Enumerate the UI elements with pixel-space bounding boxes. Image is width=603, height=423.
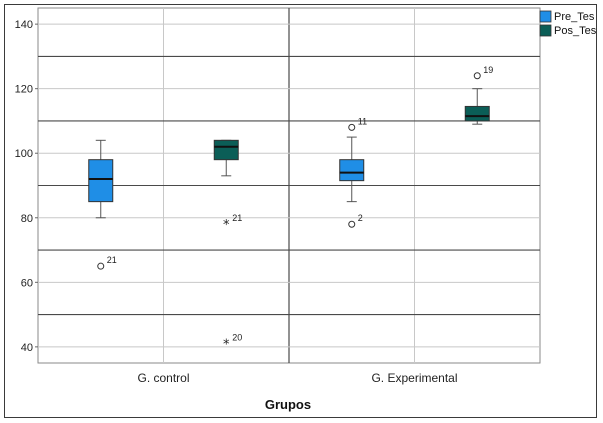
outlier-circle <box>473 72 481 80</box>
box-Pre_Tes-g-experimental: 11 2 <box>339 116 367 228</box>
box-Pos_Tes-g-experimental: 19 <box>464 65 493 125</box>
outlier-label: 21 <box>232 213 242 223</box>
x-axis-title: Grupos <box>265 397 311 412</box>
outlier-label: 11 <box>358 116 367 126</box>
outlier-star: * <box>223 338 230 353</box>
y-axis-ticks: 40 60 80 100 120 140 <box>15 19 38 354</box>
grid-lines <box>38 8 540 363</box>
outlier-label: 19 <box>483 65 493 75</box>
y-tick-label: 40 <box>21 342 33 354</box>
box-Pre_Tes-g-control: 21 <box>88 139 117 270</box>
box-Pos_Tes-g-control: * 21* 20 <box>213 139 242 353</box>
legend-swatch <box>539 24 552 37</box>
outlier-label: 21 <box>107 255 117 265</box>
outlier-circle <box>97 262 105 270</box>
iqr-box <box>88 159 114 203</box>
x-category-label: G. control <box>137 371 189 385</box>
legend-label: Pre_Tes <box>554 11 595 23</box>
outlier-circle <box>348 220 356 228</box>
outlier-circle <box>348 123 356 131</box>
y-tick-label: 140 <box>15 19 33 31</box>
iqr-box <box>213 139 239 161</box>
y-tick-label: 100 <box>15 148 33 160</box>
y-tick-label: 60 <box>21 277 33 289</box>
legend-swatch <box>539 10 552 23</box>
outlier-label: 2 <box>358 213 363 223</box>
outlier-star: * <box>223 218 230 233</box>
x-category-label: G. Experimental <box>371 371 457 385</box>
iqr-box <box>339 159 365 182</box>
x-axis-categories: G. control G. Experimental <box>137 371 457 385</box>
outlier-label: 20 <box>232 333 242 343</box>
legend: Pre_Tes Pos_Tes <box>539 10 597 37</box>
y-tick-label: 120 <box>15 84 33 96</box>
iqr-box <box>464 105 490 122</box>
y-tick-label: 80 <box>21 213 33 225</box>
legend-label: Pos_Tes <box>554 25 597 37</box>
